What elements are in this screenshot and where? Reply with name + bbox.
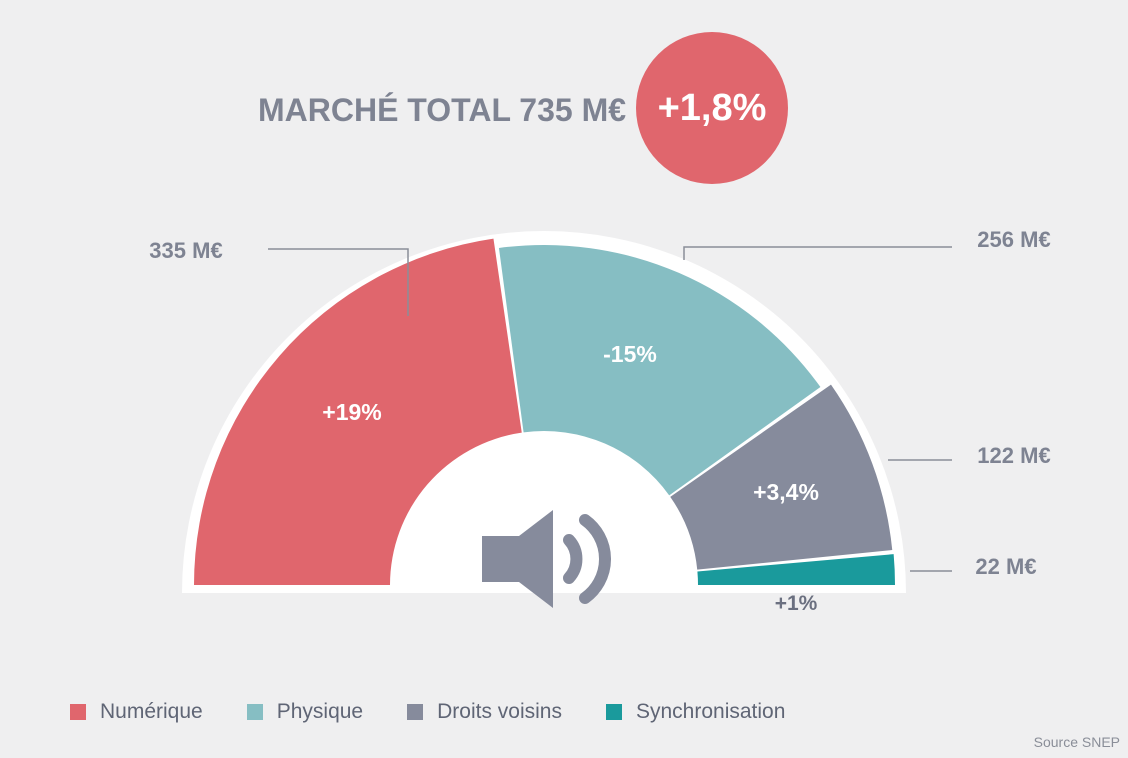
speaker-wave-inner bbox=[563, 534, 583, 584]
speaker-icon bbox=[482, 510, 612, 608]
speaker-body-shape bbox=[482, 510, 553, 608]
legend-label: Numérique bbox=[100, 700, 203, 723]
value-label-droits-voisins: 122 M€ bbox=[977, 443, 1050, 468]
legend: Numérique Physique Droits voisins Synchr… bbox=[70, 700, 829, 724]
growth-label-physique: -15% bbox=[603, 341, 657, 367]
slices-group bbox=[182, 231, 906, 593]
growth-label-numerique: +19% bbox=[322, 399, 381, 425]
legend-swatch-numerique bbox=[70, 704, 86, 720]
legend-label: Droits voisins bbox=[437, 700, 562, 723]
speaker-wave-outer bbox=[579, 514, 612, 604]
growth-label-synchronisation: +1% bbox=[775, 592, 818, 615]
value-label-synchronisation: 22 M€ bbox=[975, 554, 1036, 579]
legend-item-physique: Physique bbox=[246, 700, 364, 724]
leader-line-physique bbox=[683, 246, 952, 260]
leader-lines-group bbox=[268, 246, 952, 572]
slice-physique bbox=[498, 245, 821, 496]
slice-numerique bbox=[194, 238, 522, 585]
source-note: Source SNEP bbox=[1033, 734, 1120, 750]
legend-swatch-synchronisation bbox=[605, 704, 622, 720]
legend-label: Synchronisation bbox=[635, 700, 786, 723]
chart-title: MARCHÉ TOTAL 735 M€ bbox=[258, 92, 626, 128]
value-label-physique: 256 M€ bbox=[977, 227, 1050, 252]
labels-group: +19% -15% +3,4% +1% 335 M€ 256 M€ 122 M€ 22 M€ bbox=[149, 227, 1050, 615]
growth-label-droits-voisins: +3,4% bbox=[753, 479, 819, 505]
legend-label: Physique bbox=[276, 700, 364, 723]
growth-badge-text: +1,8% bbox=[658, 87, 767, 129]
value-label-numerique: 335 M€ bbox=[149, 238, 222, 263]
growth-badge-circle bbox=[636, 32, 788, 184]
leader-line-numerique bbox=[268, 248, 409, 316]
slice-synchronisation bbox=[697, 554, 895, 585]
legend-item-droits-voisins: Droits voisins bbox=[407, 700, 562, 724]
slice-droits-voisins bbox=[670, 384, 893, 570]
legend-item-synchronisation: Synchronisation bbox=[605, 700, 786, 724]
legend-swatch-droits-voisins bbox=[407, 704, 424, 720]
legend-item-numerique: Numérique bbox=[70, 700, 203, 724]
legend-swatch-physique bbox=[246, 704, 263, 720]
